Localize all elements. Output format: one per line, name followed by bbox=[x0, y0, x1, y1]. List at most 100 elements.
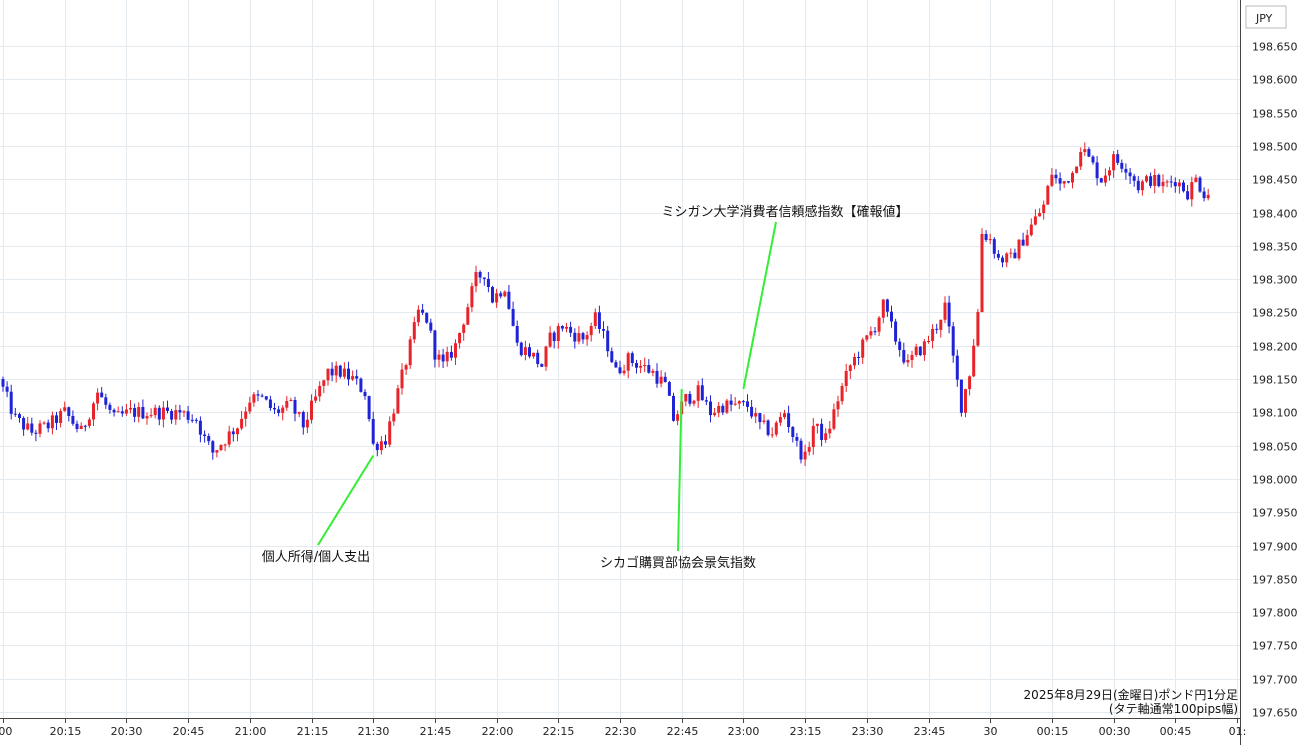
candle-body bbox=[355, 376, 359, 379]
candle-body bbox=[145, 416, 149, 419]
candle-body bbox=[207, 436, 211, 442]
candle-body bbox=[939, 319, 943, 330]
candle-body bbox=[260, 395, 264, 397]
candle-body bbox=[577, 333, 581, 342]
candle-body bbox=[1017, 239, 1021, 259]
candle-body bbox=[709, 401, 712, 416]
candle-body bbox=[803, 451, 807, 460]
candle-body bbox=[9, 391, 13, 414]
candle-body bbox=[610, 351, 614, 363]
candle-body bbox=[626, 353, 630, 371]
candle-body bbox=[363, 391, 367, 397]
y-tick-label: 198.350 bbox=[1252, 241, 1298, 254]
candle-body bbox=[227, 431, 231, 445]
candle-body bbox=[215, 450, 219, 453]
y-tick-label: 198.650 bbox=[1252, 41, 1298, 54]
candle-body bbox=[92, 403, 95, 420]
candle-body bbox=[141, 407, 145, 419]
x-tick-label: 00:45 bbox=[1160, 725, 1192, 738]
candle-body bbox=[170, 411, 174, 420]
candle-body bbox=[918, 346, 922, 356]
candle-body bbox=[540, 364, 544, 367]
candle-body bbox=[606, 330, 610, 352]
candle-body bbox=[338, 365, 342, 377]
y-tick-label: 198.300 bbox=[1252, 274, 1298, 287]
candle-body bbox=[375, 443, 379, 451]
x-tick-label: 21:30 bbox=[358, 725, 390, 738]
candle-body bbox=[1128, 172, 1132, 177]
candle-body bbox=[1186, 191, 1190, 200]
candle-body bbox=[565, 326, 568, 329]
candle-body bbox=[161, 407, 165, 420]
candle-body bbox=[310, 400, 313, 420]
candle-body bbox=[153, 407, 157, 416]
candle-body bbox=[1120, 162, 1124, 169]
candle-body bbox=[149, 415, 153, 417]
candle-body bbox=[696, 385, 700, 401]
candle-body bbox=[248, 402, 252, 412]
x-tick-label: 01: bbox=[1229, 725, 1247, 738]
candle-body bbox=[1083, 149, 1087, 152]
candle-body bbox=[351, 376, 355, 380]
candle-body bbox=[219, 445, 223, 451]
x-tick-label: 21:00 bbox=[235, 725, 267, 738]
candle-body bbox=[1013, 252, 1017, 259]
candle-body bbox=[1169, 181, 1173, 183]
candle-body bbox=[240, 418, 244, 429]
candle-body bbox=[832, 409, 836, 429]
candle-body bbox=[528, 347, 531, 357]
candle-body bbox=[725, 400, 729, 413]
candle-body bbox=[71, 416, 75, 424]
candle-body bbox=[651, 370, 655, 373]
candle-body bbox=[297, 412, 301, 414]
candle-body bbox=[416, 309, 420, 323]
candle-body bbox=[1149, 176, 1153, 186]
candle-body bbox=[585, 335, 589, 340]
candle-body bbox=[211, 441, 215, 453]
y-tick-label: 198.150 bbox=[1252, 374, 1298, 387]
candle-body bbox=[96, 392, 100, 404]
candle-body bbox=[264, 396, 268, 400]
candle-body bbox=[556, 326, 560, 341]
candle-body bbox=[124, 409, 128, 414]
candle-body bbox=[741, 401, 745, 403]
candle-body bbox=[861, 339, 865, 358]
candle-body bbox=[791, 427, 795, 437]
candle-body bbox=[305, 419, 309, 428]
candle-body bbox=[1075, 166, 1079, 173]
y-tick-label: 198.500 bbox=[1252, 141, 1298, 154]
y-tick-label: 198.600 bbox=[1252, 74, 1298, 87]
candle-body bbox=[536, 352, 540, 364]
candle-body bbox=[519, 342, 523, 356]
grid-layer bbox=[0, 0, 1240, 718]
candle-body bbox=[890, 311, 893, 322]
candle-body bbox=[639, 366, 643, 368]
candle-body bbox=[1087, 149, 1091, 157]
y-tick-label: 197.950 bbox=[1252, 507, 1298, 520]
candle-body bbox=[955, 355, 959, 380]
candle-body bbox=[268, 399, 272, 408]
x-tick-label: 22:15 bbox=[543, 725, 575, 738]
candle-body bbox=[371, 419, 375, 444]
candle-body bbox=[120, 411, 124, 414]
candle-body bbox=[692, 400, 696, 404]
candle-body bbox=[684, 394, 688, 402]
candle-body bbox=[1050, 174, 1054, 186]
candle-body bbox=[1190, 182, 1194, 200]
candle-body bbox=[470, 286, 474, 308]
candle-body bbox=[1054, 174, 1058, 179]
y-tick-label: 197.850 bbox=[1252, 574, 1298, 587]
candle-body bbox=[462, 324, 466, 333]
candle-body bbox=[840, 386, 844, 402]
candle-body bbox=[157, 407, 161, 420]
candle-body bbox=[655, 370, 659, 384]
candle-body bbox=[717, 405, 721, 413]
candle-body bbox=[647, 365, 651, 373]
candle-body bbox=[1, 379, 5, 387]
candle-body bbox=[231, 431, 235, 435]
candle-body bbox=[951, 326, 955, 356]
candle-body bbox=[643, 365, 647, 366]
candle-body bbox=[688, 394, 692, 404]
candle-body bbox=[190, 419, 194, 421]
